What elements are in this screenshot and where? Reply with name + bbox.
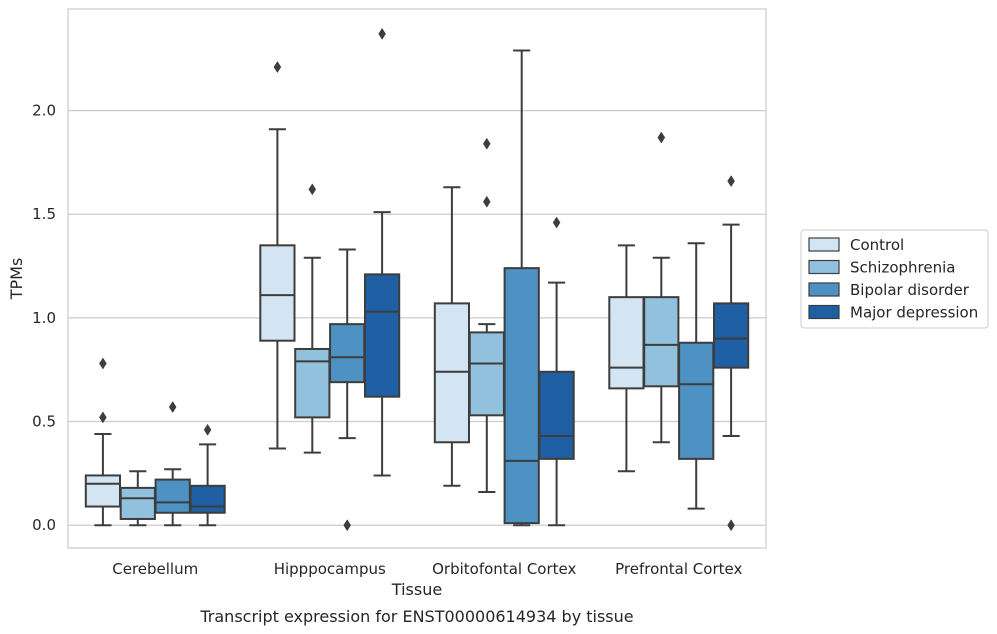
box-group (189, 423, 226, 527)
box-iqr (538, 370, 575, 460)
y-tick-label: 1.0 (32, 309, 56, 327)
box-iqr (259, 244, 296, 342)
box-iqr (189, 484, 226, 514)
box-group (294, 183, 331, 454)
legend-item: Control (808, 236, 904, 254)
x-tick-label: Orbitofontal Cortex (432, 560, 576, 578)
x-tick-label: Prefrontal Cortex (615, 560, 742, 578)
outlier-point (308, 183, 317, 196)
box-iqr (84, 474, 122, 508)
x-tick-label: Cerebellum (112, 560, 198, 578)
legend-swatch (808, 282, 840, 297)
box-group (154, 401, 191, 527)
box-iqr (154, 478, 191, 514)
outlier-point (483, 195, 491, 208)
y-tick-label: 2.0 (32, 102, 56, 120)
outlier-point (273, 61, 282, 74)
box-iqr (643, 296, 680, 388)
x-axis-title: Tissue (391, 580, 442, 599)
y-tick-label: 0.0 (32, 516, 56, 534)
box-group (678, 242, 715, 510)
y-tick-label: 0.5 (32, 413, 56, 431)
box-iqr (468, 331, 505, 417)
box-group (503, 49, 540, 527)
box-group (538, 216, 575, 527)
box-group (363, 27, 401, 477)
outlier-point (203, 423, 212, 436)
box-iqr (712, 302, 750, 369)
legend-label: Major depression (850, 304, 978, 322)
outlier-point (378, 27, 386, 40)
outlier-point (168, 401, 177, 413)
legend: Control Schizophrenia Bipolar disorder Majo… (800, 229, 989, 329)
box-group (329, 248, 366, 532)
y-tick-label: 1.5 (32, 205, 56, 223)
box-group (712, 175, 750, 532)
outlier-point (552, 216, 561, 229)
box-iqr (678, 341, 715, 460)
box-group (259, 61, 296, 450)
box-iqr (433, 302, 471, 444)
outlier-point (483, 137, 491, 150)
legend-swatch (808, 259, 840, 275)
outlier-point (99, 357, 107, 370)
y-axis-title: TPMs (7, 258, 26, 301)
x-tick-labels: Cerebellum Hipppocampus Orbitofontal Corte… (112, 560, 742, 578)
box-group (84, 357, 122, 527)
box-group (608, 244, 645, 473)
legend-label: Schizophrenia (850, 259, 955, 277)
y-tick-labels: 0.0 0.5 1.0 1.5 2.0 (32, 102, 56, 535)
legend-frame (800, 229, 989, 329)
outlier-point (727, 175, 735, 188)
legend-item: Schizophrenia (808, 259, 955, 277)
box-group (468, 137, 505, 494)
outlier-point (343, 519, 351, 532)
x-tick-label: Hipppocampus (274, 560, 386, 578)
legend-label: Bipolar disorder (850, 281, 970, 299)
box-iqr (119, 486, 156, 520)
legend-label: Control (850, 236, 904, 254)
legend-item: Bipolar disorder (808, 281, 970, 299)
gridlines (68, 109, 766, 526)
box-group (433, 186, 471, 487)
box-group (643, 131, 680, 444)
box-iqr (294, 347, 331, 419)
outlier-point (657, 131, 666, 144)
box-group (119, 470, 156, 527)
legend-item: Major depression (808, 304, 978, 322)
outlier-point (727, 519, 735, 532)
box-groups (84, 27, 750, 532)
box-iqr (608, 296, 645, 390)
legend-swatch (808, 237, 840, 252)
outlier-point (99, 411, 107, 424)
legend-swatch (808, 304, 840, 320)
box-iqr (503, 267, 540, 525)
plot-area (67, 8, 767, 549)
chart-caption: Transcript expression for ENST0000061493… (199, 607, 633, 626)
box-iqr (329, 323, 366, 384)
box-iqr (363, 273, 401, 398)
